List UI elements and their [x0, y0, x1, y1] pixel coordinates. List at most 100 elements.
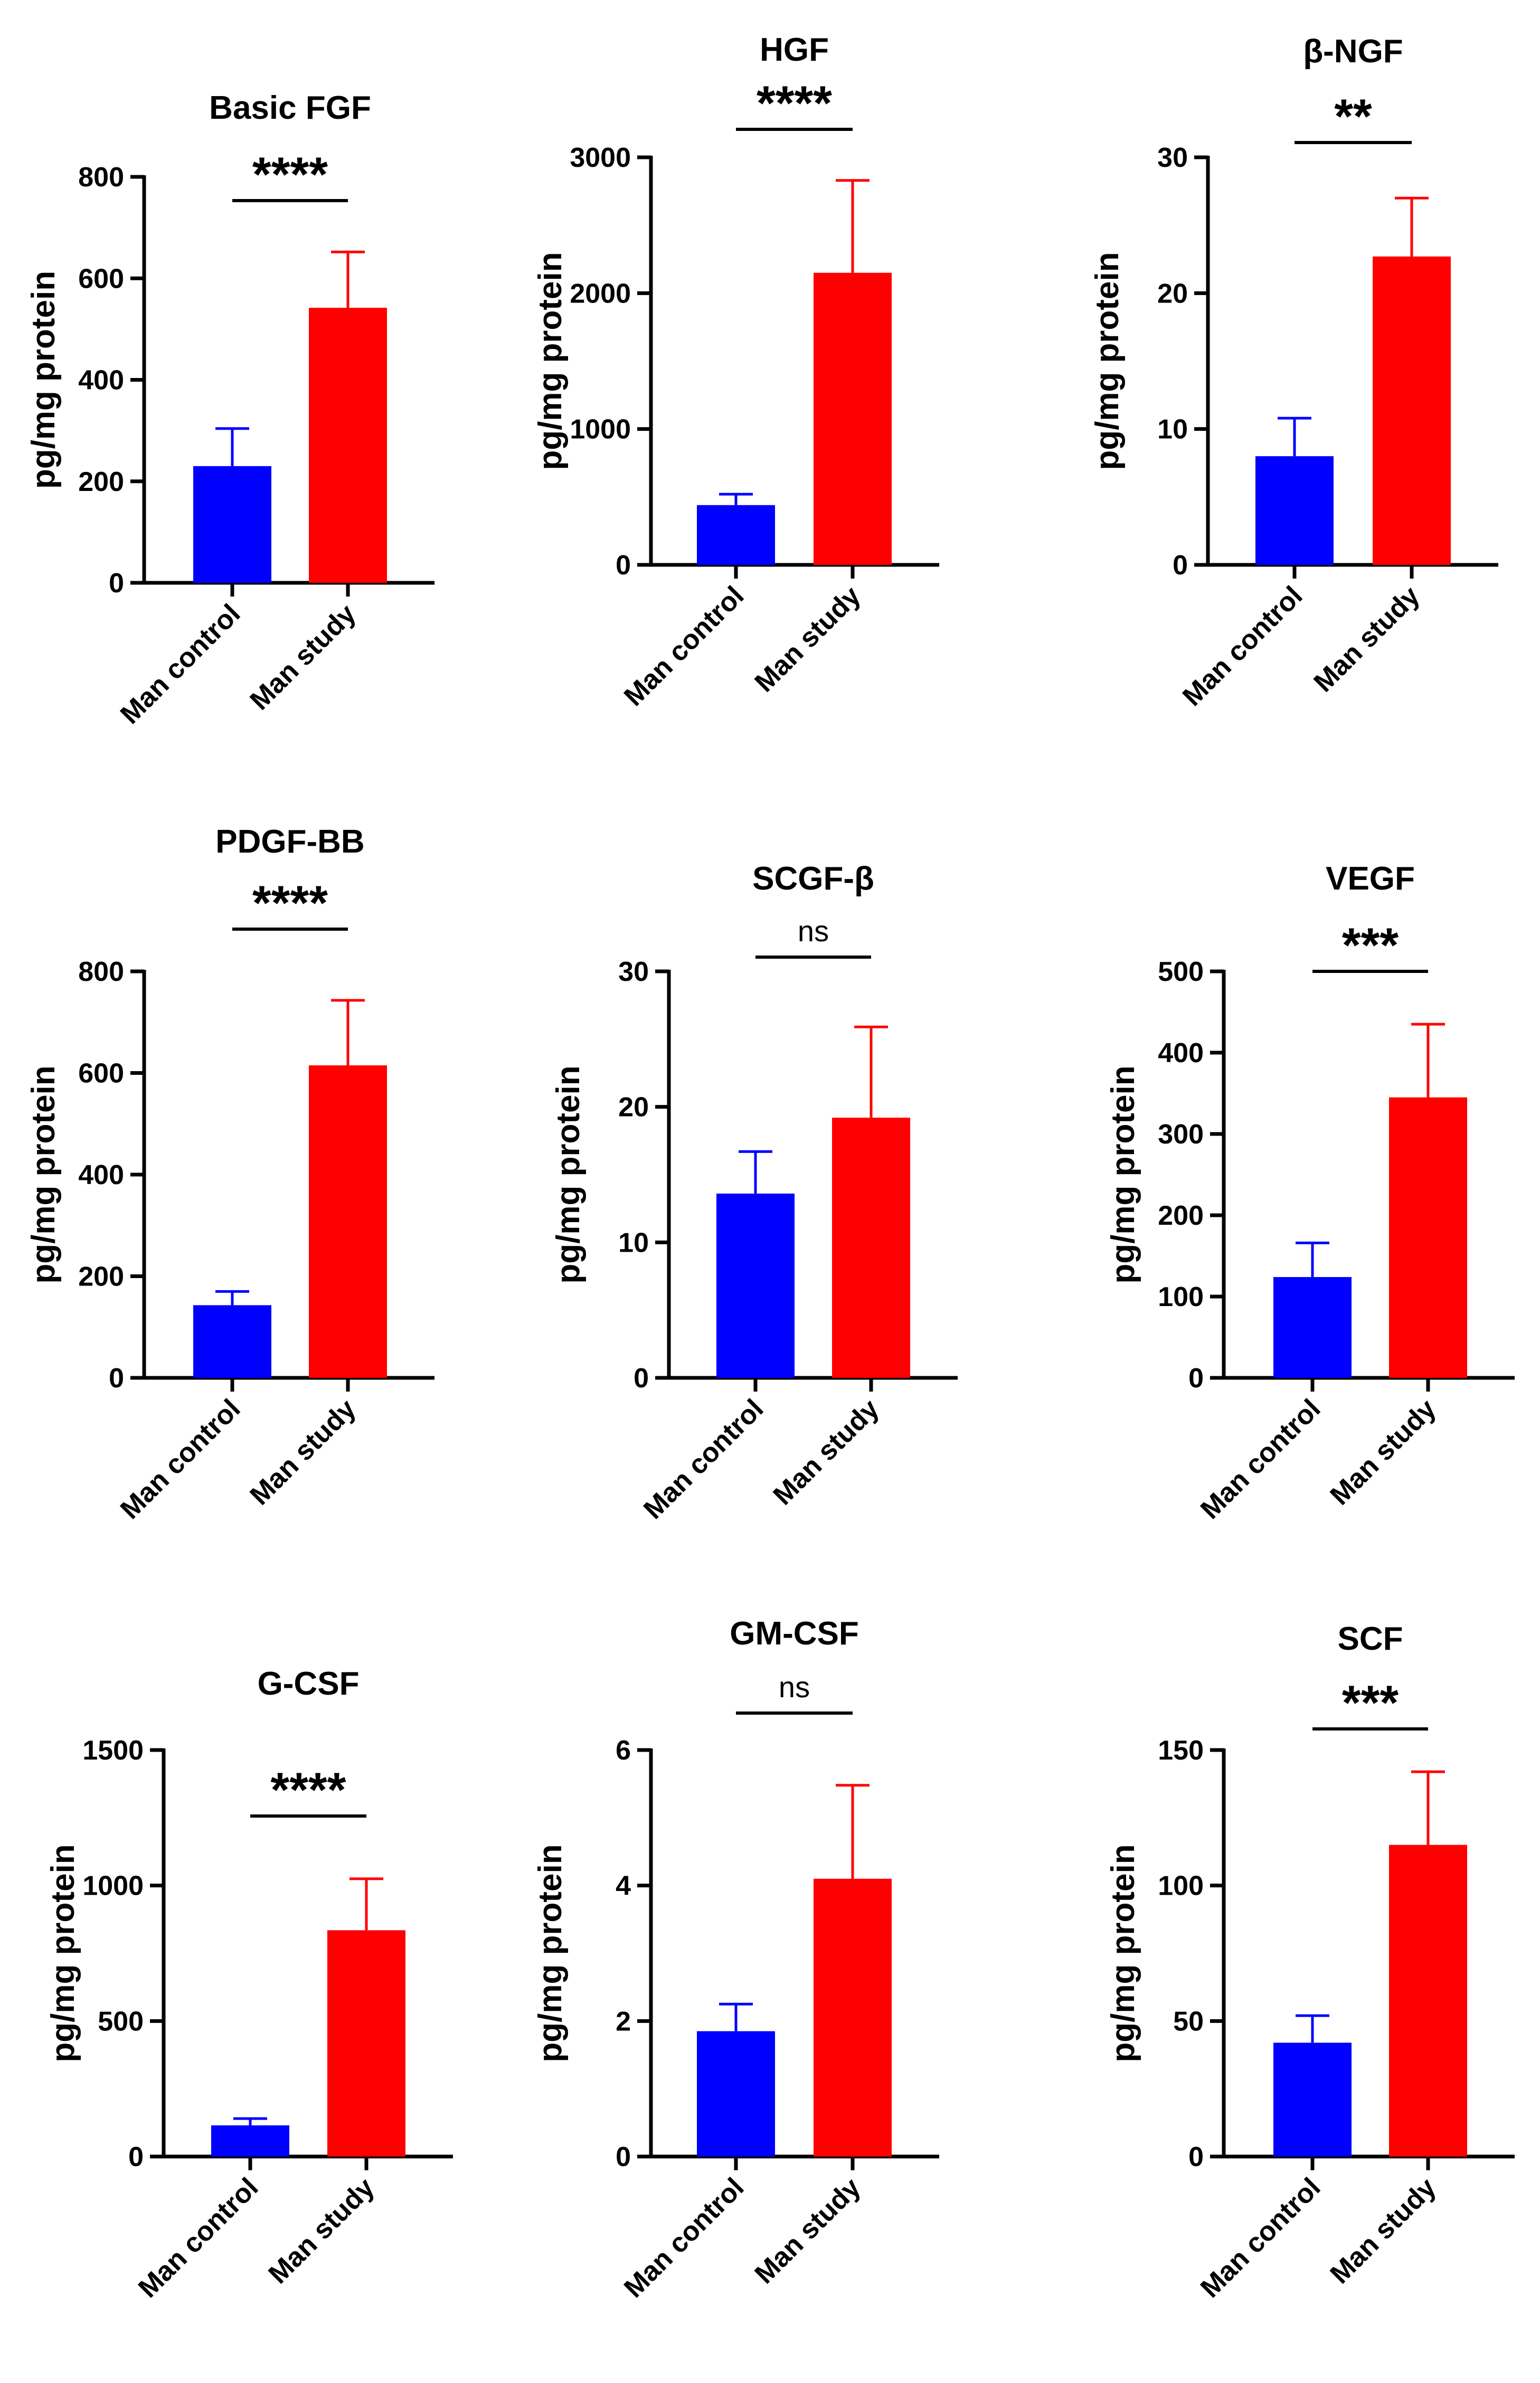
y-tick-label: 0 [128, 2142, 144, 2172]
chart-scgf-beta: SCGF-β 0 10 20 30 pg/mg protein Man controlMan… [550, 860, 958, 1525]
y-tick-label: 30 [1157, 143, 1188, 173]
y-tick-label: 400 [78, 365, 124, 396]
y-tick-label: 3000 [570, 143, 631, 173]
x-category-label: Man control [133, 2172, 264, 2303]
y-axis-label: pg/mg protein [1105, 1065, 1141, 1283]
bar-man-control [193, 466, 271, 583]
y-tick-label: 600 [78, 263, 124, 294]
significance-label: ns [779, 1670, 810, 1704]
y-tick-label: 150 [1158, 1735, 1204, 1766]
y-tick-label: 0 [1188, 1363, 1204, 1394]
bar-man-study [309, 308, 387, 583]
chart-title: GM-CSF [730, 1615, 859, 1652]
y-tick-label: 500 [1158, 957, 1204, 987]
y-axis-label: pg/mg protein [1089, 252, 1126, 470]
y-tick-label: 2 [616, 2006, 631, 2037]
chart-title: SCGF-β [752, 860, 874, 897]
y-tick-label: 1000 [570, 414, 631, 445]
chart-title: SCF [1338, 1621, 1403, 1657]
x-category-label: Man control [618, 580, 750, 712]
x-category-label: Man control [638, 1393, 769, 1525]
significance-label: *** [1342, 1676, 1399, 1730]
x-category-label: Man study [1308, 580, 1426, 698]
y-tick-label: 1000 [82, 1871, 144, 1902]
y-axis-label: pg/mg protein [532, 1844, 569, 2062]
y-tick-label: 800 [78, 957, 124, 987]
bar-man-control [1273, 2042, 1352, 2157]
bar-man-study [1389, 1845, 1467, 2157]
x-category-label: Man control [1195, 2172, 1326, 2303]
significance-label: **** [252, 876, 328, 930]
bar-man-study [832, 1118, 910, 1378]
chart-hgf: HGF 0 1000 2000 3000 pg/mg protein Man control… [532, 32, 939, 712]
x-category-label: Man control [115, 1393, 246, 1525]
y-axis-label: pg/mg protein [532, 252, 569, 470]
y-axis-label: pg/mg protein [25, 271, 62, 489]
bar-man-control [1255, 456, 1334, 565]
bar-man-control [716, 1193, 795, 1378]
y-tick-label: 2000 [570, 278, 631, 309]
y-tick-label: 200 [78, 467, 124, 497]
chart-basic-fgf: Basic FGF 0 200 400 600 800 pg/mg protein Man c… [25, 90, 434, 730]
significance-label: *** [1342, 919, 1399, 972]
y-tick-label: 200 [1158, 1200, 1204, 1231]
bar-man-control [697, 2031, 775, 2157]
chart-scf: SCF 0 50 100 150 pg/mg protein Man controlMan … [1105, 1621, 1515, 2304]
y-tick-label: 300 [1158, 1119, 1204, 1150]
y-tick-label: 30 [618, 957, 649, 987]
chart-title: VEGF [1326, 860, 1415, 897]
bar-man-study [309, 1065, 387, 1378]
bar-man-study [814, 272, 892, 565]
y-tick-label: 0 [1188, 2142, 1204, 2172]
y-tick-label: 10 [618, 1227, 649, 1258]
x-category-label: Man control [618, 2172, 750, 2303]
x-category-label: Man study [244, 598, 362, 716]
y-tick-label: 800 [78, 162, 124, 193]
x-category-label: Man control [1177, 580, 1308, 712]
x-category-label: Man study [749, 580, 867, 698]
y-tick-label: 200 [78, 1262, 124, 1292]
y-axis-label: pg/mg protein [45, 1844, 81, 2062]
x-category-label: Man study [1325, 1393, 1442, 1511]
bar-man-study [1373, 256, 1451, 565]
x-category-label: Man study [749, 2172, 867, 2290]
y-axis-label: pg/mg protein [550, 1065, 587, 1283]
y-tick-label: 50 [1173, 2006, 1204, 2037]
bar-man-study [1389, 1097, 1467, 1378]
y-tick-label: 20 [618, 1092, 649, 1123]
chart-beta-ngf: β-NGF 0 10 20 30 pg/mg protein Man control Man … [1089, 33, 1498, 712]
bar-man-control [193, 1305, 271, 1378]
chart-g-csf: G-CSF 0 500 1000 1500 pg/mg protein Man contro… [45, 1666, 453, 2304]
chart-title: HGF [760, 32, 829, 68]
bar-man-study [327, 1930, 405, 2157]
y-tick-label: 100 [1158, 1871, 1204, 1902]
significance-label: ns [798, 914, 829, 948]
significance-label: ** [1334, 90, 1372, 144]
bar-man-control [211, 2125, 289, 2157]
significance-label: **** [270, 1763, 346, 1817]
y-tick-label: 600 [78, 1058, 124, 1089]
significance-label: **** [757, 77, 832, 130]
significance-label: **** [252, 148, 328, 202]
y-tick-label: 6 [616, 1735, 631, 1766]
y-tick-label: 1500 [82, 1735, 144, 1766]
y-axis-label: pg/mg protein [25, 1065, 62, 1283]
y-tick-label: 20 [1157, 278, 1188, 309]
chart-title: PDGF-BB [215, 824, 364, 860]
x-category-label: Man study [263, 2172, 381, 2290]
y-tick-label: 400 [1158, 1038, 1204, 1068]
chart-title: G-CSF [258, 1666, 360, 1702]
y-tick-label: 400 [78, 1160, 124, 1190]
y-tick-label: 0 [616, 550, 631, 581]
chart-title: β-NGF [1303, 33, 1403, 70]
bar-man-study [814, 1878, 892, 2157]
bar-man-control [1273, 1277, 1352, 1378]
chart-vegf: VEGF 0 100 200 300 400 500 pg/mg protein Man con… [1105, 860, 1515, 1525]
y-tick-label: 4 [616, 1871, 631, 1902]
y-tick-label: 10 [1157, 414, 1188, 445]
chart-title: Basic FGF [209, 90, 371, 126]
chart-pdgf-bb: PDGF-BB 0 200 400 600 800 pg/mg protein Man con… [25, 824, 434, 1525]
y-tick-label: 0 [109, 1363, 124, 1394]
